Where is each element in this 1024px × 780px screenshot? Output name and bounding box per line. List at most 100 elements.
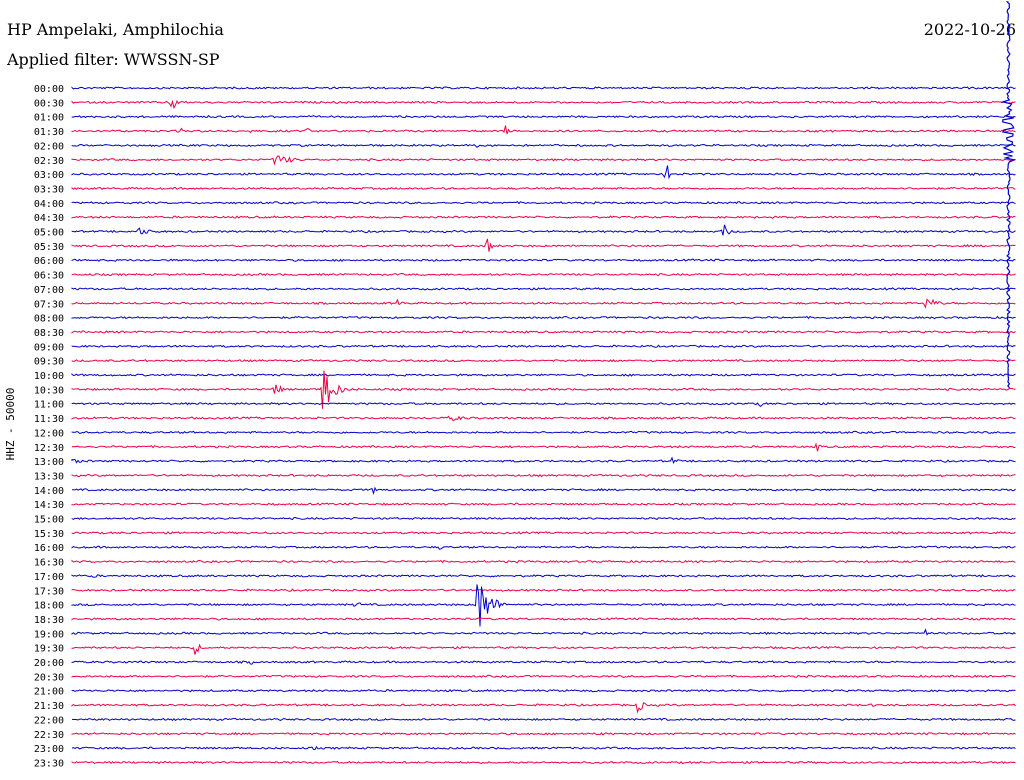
time-label-1930: 19:30 bbox=[34, 644, 64, 655]
time-label-0930: 09:30 bbox=[34, 357, 64, 368]
time-label-1800: 18:00 bbox=[34, 601, 64, 612]
time-label-0130: 01:30 bbox=[34, 127, 64, 138]
time-label-0030: 00:30 bbox=[34, 98, 64, 109]
trace-2200 bbox=[71, 717, 1016, 722]
trace-0930 bbox=[71, 359, 1016, 363]
time-label-2330: 23:30 bbox=[34, 758, 64, 769]
trace-1700 bbox=[71, 574, 1016, 578]
time-label-0400: 04:00 bbox=[34, 199, 64, 210]
trace-1300 bbox=[71, 456, 1016, 465]
time-label-1330: 13:30 bbox=[34, 471, 64, 482]
time-label-2230: 22:30 bbox=[34, 730, 64, 741]
trace-0430 bbox=[71, 215, 1016, 219]
trace-0900 bbox=[71, 344, 1016, 348]
time-label-1000: 10:00 bbox=[34, 371, 64, 382]
time-label-0900: 09:00 bbox=[34, 342, 64, 353]
time-label-1400: 14:00 bbox=[34, 486, 64, 497]
trace-0030 bbox=[71, 99, 1016, 110]
trace-1730 bbox=[71, 588, 1016, 592]
trace-0400 bbox=[71, 200, 1016, 205]
trace-0100 bbox=[71, 114, 1016, 119]
time-label-0530: 05:30 bbox=[34, 242, 64, 253]
time-label-0800: 08:00 bbox=[34, 314, 64, 325]
trace-1600 bbox=[71, 545, 1016, 550]
trace-0530 bbox=[71, 238, 1016, 252]
trace-1330 bbox=[71, 473, 1016, 478]
time-label-0500: 05:00 bbox=[34, 228, 64, 239]
time-label-1900: 19:00 bbox=[34, 629, 64, 640]
time-label-1030: 10:30 bbox=[34, 385, 64, 396]
trace-2230 bbox=[71, 731, 1016, 736]
time-label-0830: 08:30 bbox=[34, 328, 64, 339]
time-label-1630: 16:30 bbox=[34, 558, 64, 569]
trace-0800 bbox=[71, 315, 1016, 320]
trace-0600 bbox=[71, 258, 1016, 262]
trace-2130 bbox=[71, 702, 1016, 714]
trace-1230 bbox=[71, 442, 1016, 452]
trace-1200 bbox=[71, 430, 1016, 434]
trace-0300 bbox=[71, 165, 1016, 180]
trace-1800 bbox=[71, 584, 1016, 627]
time-label-1600: 16:00 bbox=[34, 543, 64, 554]
trace-2030 bbox=[71, 674, 1016, 679]
trace-1030 bbox=[71, 370, 1016, 409]
time-label-1300: 13:00 bbox=[34, 457, 64, 468]
station-title: HP Ampelaki, Amphilochia bbox=[7, 20, 224, 39]
time-label-1530: 15:30 bbox=[34, 529, 64, 540]
large-event-spike-0 bbox=[1000, 1, 1017, 389]
time-label-1230: 12:30 bbox=[34, 443, 64, 454]
trace-1530 bbox=[71, 531, 1016, 535]
trace-0330 bbox=[71, 186, 1016, 191]
time-label-1700: 17:00 bbox=[34, 572, 64, 583]
trace-2000 bbox=[71, 660, 1016, 665]
trace-0730 bbox=[71, 298, 1016, 309]
trace-0830 bbox=[71, 330, 1016, 334]
time-label-1100: 11:00 bbox=[34, 400, 64, 411]
trace-0700 bbox=[71, 287, 1016, 291]
trace-1130 bbox=[71, 415, 1016, 422]
trace-1400 bbox=[71, 486, 1016, 496]
trace-1500 bbox=[71, 516, 1016, 521]
time-label-1200: 12:00 bbox=[34, 428, 64, 439]
trace-0200 bbox=[71, 143, 1016, 148]
time-label-1500: 15:00 bbox=[34, 515, 64, 526]
trace-1630 bbox=[71, 559, 1016, 564]
time-label-0330: 03:30 bbox=[34, 184, 64, 195]
time-label-0430: 04:30 bbox=[34, 213, 64, 224]
time-label-2000: 20:00 bbox=[34, 658, 64, 669]
date-label: 2022-10-26 bbox=[923, 20, 1016, 39]
time-label-2300: 23:00 bbox=[34, 744, 64, 755]
time-label-1830: 18:30 bbox=[34, 615, 64, 626]
time-label-1430: 14:30 bbox=[34, 500, 64, 511]
time-label-0300: 03:00 bbox=[34, 170, 64, 181]
time-label-1730: 17:30 bbox=[34, 586, 64, 597]
filter-label: Applied filter: WWSSN-SP bbox=[7, 50, 220, 69]
time-label-0730: 07:30 bbox=[34, 299, 64, 310]
time-label-0630: 06:30 bbox=[34, 271, 64, 282]
trace-2330 bbox=[71, 760, 1016, 765]
trace-1930 bbox=[71, 643, 1016, 655]
trace-1900 bbox=[71, 628, 1016, 636]
time-label-1130: 11:30 bbox=[34, 414, 64, 425]
time-label-0600: 06:00 bbox=[34, 256, 64, 267]
time-label-2100: 21:00 bbox=[34, 687, 64, 698]
trace-1430 bbox=[71, 502, 1016, 506]
time-label-2200: 22:00 bbox=[34, 715, 64, 726]
trace-0230 bbox=[71, 155, 1016, 166]
time-label-0230: 02:30 bbox=[34, 156, 64, 167]
trace-0130 bbox=[71, 125, 1016, 135]
time-label-group: 00:00 00:30 01:00 01:30 02:00 02:30 03:00 03:30… bbox=[34, 84, 64, 769]
time-label-2030: 20:30 bbox=[34, 672, 64, 683]
time-label-2130: 21:30 bbox=[34, 701, 64, 712]
time-label-0000: 00:00 bbox=[34, 84, 64, 95]
time-label-0700: 07:00 bbox=[34, 285, 64, 296]
trace-1830 bbox=[71, 617, 1016, 621]
trace-0000 bbox=[71, 86, 1016, 90]
trace-1100 bbox=[71, 402, 1016, 408]
trace-2300 bbox=[71, 745, 1016, 751]
trace-group bbox=[71, 1, 1017, 765]
time-label-0100: 01:00 bbox=[34, 113, 64, 124]
trace-0500 bbox=[71, 224, 1016, 236]
trace-1000 bbox=[71, 373, 1016, 377]
